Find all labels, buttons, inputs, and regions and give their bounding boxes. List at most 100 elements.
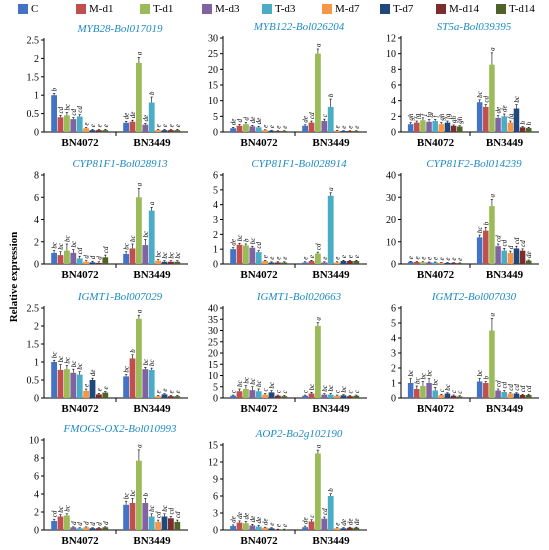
x-category-label: BN4072 (417, 403, 455, 415)
significance-letter: bc (321, 384, 329, 392)
bar (51, 362, 57, 398)
bar (432, 262, 438, 264)
significance-letter: e (340, 126, 348, 129)
y-tick-label: 40 (386, 171, 396, 182)
significance-letter: e (426, 257, 434, 260)
bar (161, 394, 168, 398)
bar (525, 128, 532, 132)
bar (249, 390, 256, 398)
significance-letter: cd (174, 511, 182, 518)
significance-letter: bc (63, 103, 71, 111)
significance-letter: cd (525, 385, 533, 392)
y-tick-label: 30 (208, 34, 218, 45)
legend-item-t-d3: T-d3 (262, 2, 295, 16)
y-tick-label: 4 (391, 96, 396, 107)
bar (476, 381, 483, 398)
significance-letter: d (89, 255, 97, 259)
significance-letter: de (230, 119, 238, 126)
legend-swatch (18, 4, 28, 14)
y-tick-label: 5 (391, 319, 396, 330)
bar (148, 369, 155, 398)
significance-letter: bc (57, 505, 65, 513)
significance-letter: bc (76, 362, 84, 370)
significance-letter: e (419, 257, 427, 260)
bar (64, 515, 70, 530)
significance-letter: a (314, 317, 322, 321)
significance-letter: c (230, 389, 238, 393)
bar (142, 124, 149, 132)
bar (334, 528, 340, 530)
panel-title: IGMT1-Bol020663 (256, 291, 342, 303)
significance-letter: bc (308, 383, 316, 391)
significance-letter: cd (513, 384, 521, 391)
bar (407, 383, 414, 398)
bar (161, 261, 168, 264)
bar (525, 260, 532, 264)
significance-letter: de (249, 516, 257, 523)
bar (476, 102, 483, 132)
bar (315, 53, 321, 132)
y-tick-label: 1.5 (27, 340, 40, 351)
significance-letter: bc (242, 376, 250, 384)
bar (275, 529, 281, 530)
bar (262, 130, 268, 132)
bar (315, 326, 321, 398)
y-tick-label: 1 (213, 245, 218, 256)
significance-letter: cd (57, 106, 65, 113)
legend-swatch (76, 4, 86, 14)
significance-letter: de (236, 512, 244, 519)
bar (438, 124, 445, 132)
bar (83, 390, 89, 398)
significance-letter: gh (438, 113, 446, 121)
bar (57, 369, 64, 398)
panel-title: IGMT1-Bol007029 (77, 291, 163, 303)
significance-letter: bc (249, 377, 257, 385)
bar (174, 261, 181, 264)
bar (96, 394, 102, 398)
bar (76, 116, 83, 132)
bar (236, 522, 243, 530)
significance-letter: cd (76, 247, 84, 254)
bar (432, 121, 438, 132)
bar (281, 529, 288, 530)
significance-letter: de (495, 107, 503, 114)
legend-item-t-d7: T-d7 (380, 2, 413, 16)
bar (308, 521, 315, 530)
bar (513, 248, 520, 264)
significance-letter: e (262, 125, 270, 128)
panel-title: CYP81F1-Bol028913 (72, 158, 168, 170)
significance-letter: bc (268, 381, 276, 389)
x-category-label: BN3449 (133, 535, 171, 547)
bar (249, 247, 256, 264)
significance-letter: e (281, 126, 289, 129)
x-category-label: BN4072 (61, 137, 99, 149)
significance-letter: e (432, 257, 440, 260)
bar (426, 121, 432, 132)
significance-letter: d (102, 521, 110, 525)
bar (308, 122, 315, 132)
significance-letter: bc (148, 504, 156, 512)
bar (501, 250, 507, 264)
y-tick-label: 6 (391, 81, 396, 92)
bar (340, 131, 347, 132)
y-tick-label: 0 (34, 128, 39, 139)
bar (340, 395, 347, 398)
bar (483, 106, 489, 132)
bar (275, 262, 281, 264)
bar (315, 253, 321, 264)
significance-letter: bc (51, 241, 59, 249)
significance-letter: e (334, 523, 342, 526)
significance-letter: e (83, 384, 91, 387)
bar (327, 496, 334, 530)
y-tick-label: 40 (208, 304, 218, 315)
significance-letter: bc (63, 504, 71, 512)
y-tick-label: 3 (213, 215, 218, 226)
y-tick-label: 0 (34, 526, 39, 537)
panel-9: IGMT2-Bol0070300123456BN4072bcbcbcbcbccb… (391, 291, 539, 415)
legend-swatch (262, 4, 272, 14)
significance-letter: cd (255, 242, 263, 249)
significance-letter: bc (63, 234, 71, 242)
bar (450, 125, 457, 132)
significance-letter: bc (57, 242, 65, 250)
significance-letter: h (519, 121, 527, 125)
